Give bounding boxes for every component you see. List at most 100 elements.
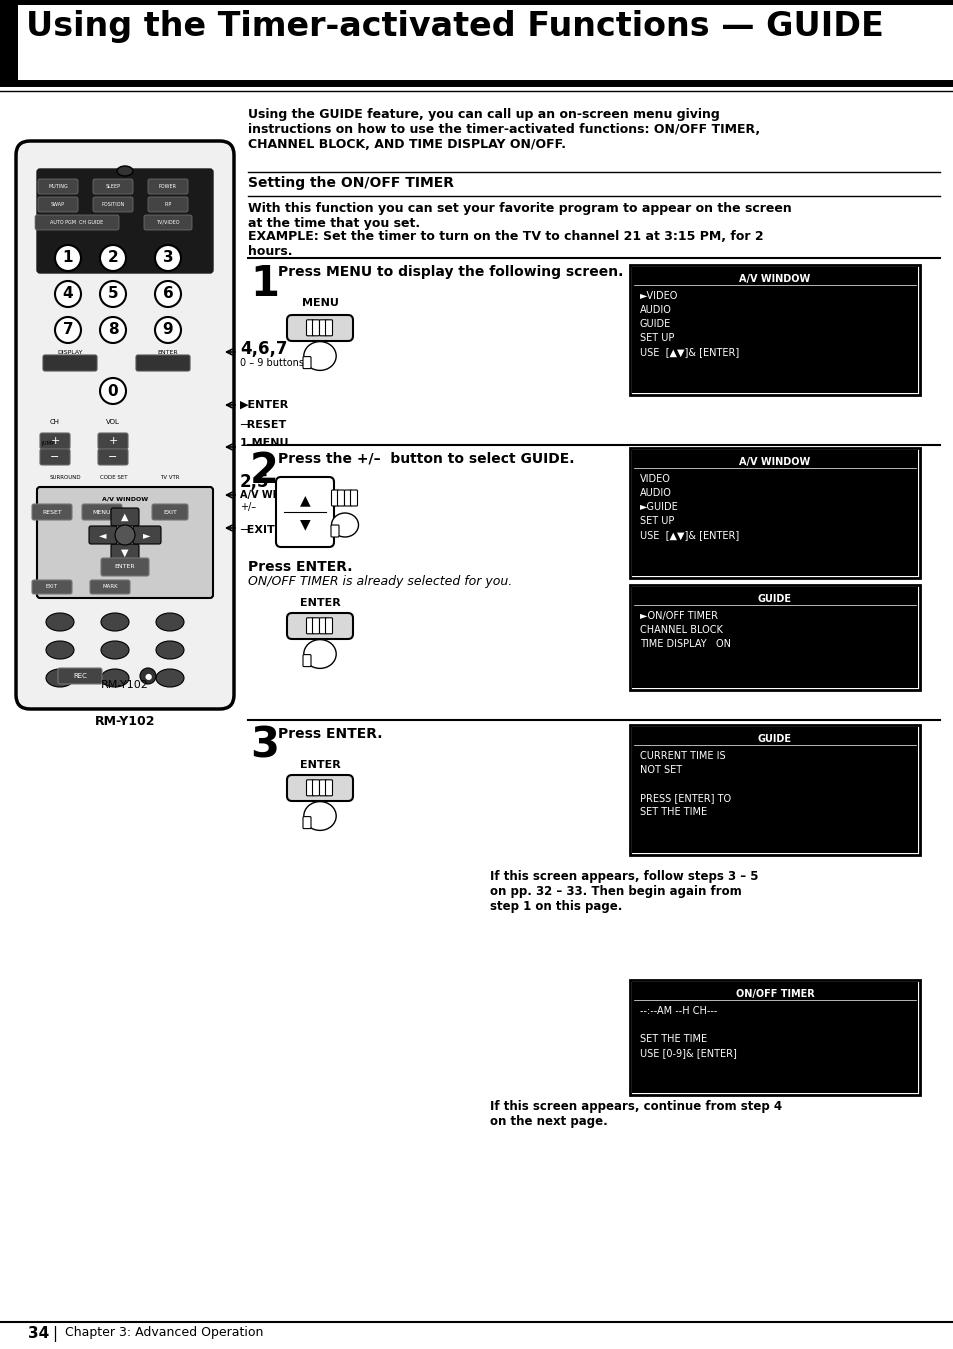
FancyBboxPatch shape <box>92 197 132 212</box>
FancyBboxPatch shape <box>287 316 353 341</box>
Circle shape <box>115 525 135 545</box>
Text: TV/VIDEO: TV/VIDEO <box>156 220 179 225</box>
Text: RESET: RESET <box>42 510 62 514</box>
FancyBboxPatch shape <box>148 179 188 194</box>
Text: 6: 6 <box>162 286 173 301</box>
Text: ▼: ▼ <box>299 517 310 532</box>
Text: MENU: MENU <box>92 510 112 514</box>
FancyBboxPatch shape <box>275 478 334 546</box>
FancyBboxPatch shape <box>306 320 314 336</box>
Text: MARK: MARK <box>102 584 117 590</box>
Text: USE [0-9]& [ENTER]: USE [0-9]& [ENTER] <box>639 1048 736 1058</box>
Text: 1: 1 <box>63 251 73 266</box>
Ellipse shape <box>117 166 132 175</box>
Text: PRESS [ENTER] TO: PRESS [ENTER] TO <box>639 793 730 803</box>
Text: ON/OFF TIMER: ON/OFF TIMER <box>735 989 814 1000</box>
FancyBboxPatch shape <box>287 612 353 639</box>
FancyBboxPatch shape <box>319 320 326 336</box>
Text: ▲: ▲ <box>299 492 310 507</box>
Text: A/V WINDOW: A/V WINDOW <box>102 496 148 502</box>
FancyBboxPatch shape <box>40 449 70 465</box>
Bar <box>629 264 919 395</box>
Text: CH: CH <box>50 420 60 425</box>
Text: Press the +/–  button to select GUIDE.: Press the +/– button to select GUIDE. <box>277 452 574 465</box>
Text: ENTER: ENTER <box>114 564 135 569</box>
Text: 9: 9 <box>163 322 173 337</box>
Text: RM-Y102: RM-Y102 <box>101 680 149 689</box>
Text: 34: 34 <box>28 1326 50 1341</box>
Text: MENU: MENU <box>301 298 338 308</box>
FancyBboxPatch shape <box>306 618 314 634</box>
Text: 2: 2 <box>108 251 118 266</box>
Bar <box>631 267 917 393</box>
Text: A/V WINDOW: A/V WINDOW <box>240 490 311 500</box>
Circle shape <box>100 317 126 343</box>
Text: A/V WINDOW: A/V WINDOW <box>739 457 810 467</box>
Text: (L): (L) <box>332 519 345 530</box>
Text: SET THE TIME: SET THE TIME <box>639 807 706 817</box>
FancyBboxPatch shape <box>111 544 139 563</box>
FancyBboxPatch shape <box>37 487 213 598</box>
Text: ●: ● <box>144 672 152 680</box>
Text: AUDIO: AUDIO <box>639 305 671 316</box>
Text: +: + <box>109 436 117 447</box>
Text: ►: ► <box>143 530 151 540</box>
Bar <box>631 587 917 688</box>
Text: 2: 2 <box>250 451 278 492</box>
Ellipse shape <box>303 639 335 668</box>
Text: ─RESET: ─RESET <box>240 420 286 430</box>
Circle shape <box>100 246 126 271</box>
FancyBboxPatch shape <box>98 449 128 465</box>
Text: |: | <box>52 1326 57 1342</box>
FancyBboxPatch shape <box>337 490 344 506</box>
Text: +: + <box>51 436 60 447</box>
Circle shape <box>100 281 126 308</box>
Text: 1 MENU: 1 MENU <box>240 438 288 448</box>
Text: RM-Y102: RM-Y102 <box>94 715 155 728</box>
Text: CURRENT TIME IS: CURRENT TIME IS <box>639 751 725 761</box>
FancyBboxPatch shape <box>82 505 122 519</box>
Text: EXAMPLE: Set the timer to turn on the TV to channel 21 at 3:15 PM, for 2
hours.: EXAMPLE: Set the timer to turn on the TV… <box>248 229 762 258</box>
Text: 0: 0 <box>108 383 118 398</box>
FancyBboxPatch shape <box>101 558 149 576</box>
Text: EXIT: EXIT <box>163 510 176 514</box>
Text: GUIDE: GUIDE <box>758 594 791 604</box>
FancyBboxPatch shape <box>136 355 190 371</box>
Text: 8: 8 <box>108 322 118 337</box>
Ellipse shape <box>303 801 335 831</box>
Text: CODE SET: CODE SET <box>100 475 128 480</box>
Ellipse shape <box>331 513 358 537</box>
Text: ▶ENTER: ▶ENTER <box>240 401 289 410</box>
FancyBboxPatch shape <box>325 780 333 796</box>
FancyBboxPatch shape <box>325 320 333 336</box>
Text: POSITION: POSITION <box>101 202 125 206</box>
Text: ◄: ◄ <box>99 530 107 540</box>
Text: Press MENU to display the following screen.: Press MENU to display the following scre… <box>277 264 622 279</box>
FancyBboxPatch shape <box>38 197 78 212</box>
FancyBboxPatch shape <box>90 580 130 594</box>
Text: ►ON/OFF TIMER: ►ON/OFF TIMER <box>639 611 718 621</box>
FancyBboxPatch shape <box>43 355 97 371</box>
FancyBboxPatch shape <box>92 179 132 194</box>
Bar <box>629 585 919 689</box>
Text: JUMP: JUMP <box>41 441 54 445</box>
Text: SLEEP: SLEEP <box>106 183 120 189</box>
Text: PIP: PIP <box>164 202 172 206</box>
Text: ENTER: ENTER <box>157 349 178 355</box>
Text: If this screen appears, continue from step 4
on the next page.: If this screen appears, continue from st… <box>490 1099 781 1128</box>
Ellipse shape <box>101 612 129 631</box>
FancyBboxPatch shape <box>303 356 311 368</box>
Bar <box>629 448 919 577</box>
FancyBboxPatch shape <box>313 618 319 634</box>
FancyBboxPatch shape <box>313 320 319 336</box>
Text: −: − <box>51 452 60 461</box>
Text: Using the Timer-activated Functions — GUIDE: Using the Timer-activated Functions — GU… <box>26 9 882 43</box>
Ellipse shape <box>46 669 74 687</box>
Text: TV VTR: TV VTR <box>160 475 179 480</box>
Text: SWAP: SWAP <box>51 202 65 206</box>
Text: A/V WINDOW: A/V WINDOW <box>739 274 810 285</box>
Text: (R): (R) <box>332 496 346 506</box>
FancyBboxPatch shape <box>148 197 188 212</box>
FancyBboxPatch shape <box>319 780 326 796</box>
FancyBboxPatch shape <box>331 525 338 537</box>
